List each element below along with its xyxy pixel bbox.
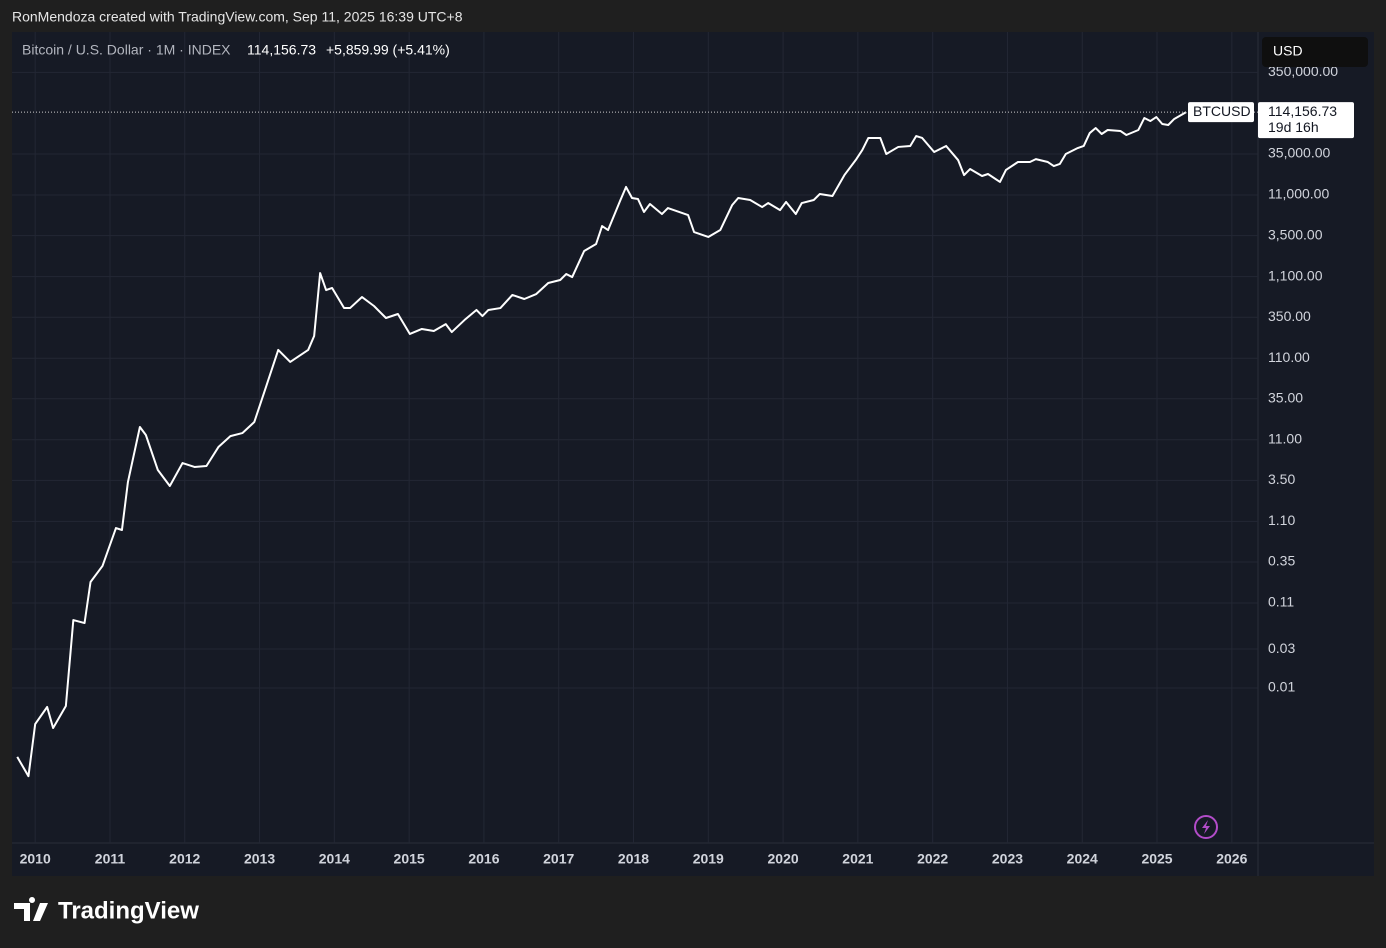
lightning-icon[interactable] — [1194, 815, 1218, 839]
symbol-tag — [1188, 102, 1254, 123]
x-tick-label: 2016 — [468, 851, 499, 867]
y-tick-label: 35.00 — [1268, 389, 1303, 405]
price-line — [16, 111, 1187, 778]
chart-panel — [12, 32, 1374, 876]
price-tag-value: 114,156.73 — [1268, 103, 1337, 119]
x-tick-label: 2015 — [394, 851, 425, 867]
y-tick-label: 350,000.00 — [1268, 63, 1338, 79]
chart-title: Bitcoin / U.S. Dollar · 1M · INDEX — [22, 42, 231, 58]
x-tick-label: 2013 — [244, 851, 275, 867]
currency-box[interactable] — [1262, 37, 1368, 67]
x-tick-label: 2025 — [1141, 851, 1172, 867]
plot — [12, 111, 1258, 778]
x-tick-label: 2012 — [169, 851, 200, 867]
y-tick-label: 11,000.00 — [1268, 186, 1329, 202]
x-tick-label: 2018 — [618, 851, 649, 867]
y-tick-label: 0.35 — [1268, 553, 1295, 569]
x-tick-label: 2023 — [992, 851, 1023, 867]
logo-text: TradingView — [58, 897, 199, 924]
x-tick-label: 2017 — [543, 851, 574, 867]
y-tick-label: 0.03 — [1268, 640, 1295, 656]
x-tick-label: 2014 — [319, 851, 350, 867]
logo-icon — [14, 896, 48, 921]
y-tick-label: 3.50 — [1268, 471, 1295, 487]
y-tick-label: 1.10 — [1268, 512, 1295, 528]
header-change: +5,859.99 (+5.41%) — [326, 42, 450, 58]
price-tag-countdown: 19d 16h — [1268, 119, 1319, 135]
price-tag — [1258, 102, 1354, 139]
x-tick-label: 2011 — [95, 851, 126, 867]
x-tick-label: 2024 — [1067, 851, 1098, 867]
x-tick-label: 2021 — [842, 851, 873, 867]
axes: 350,000.00 35,000.00 11,000.00 3,500.00 1,10… — [20, 63, 1354, 867]
y-tick-label: 11.00 — [1268, 431, 1302, 447]
y-tick-label: 1,100.00 — [1268, 267, 1323, 283]
x-tick-label: 2022 — [917, 851, 948, 867]
y-tick-label: 0.01 — [1268, 679, 1295, 695]
y-tick-label: 3,500.00 — [1268, 226, 1323, 242]
x-tick-label: 2019 — [693, 851, 724, 867]
y-tick-label: 110.00 — [1268, 349, 1310, 365]
y-tick-label: 0.11 — [1268, 594, 1294, 610]
currency[interactable]: USD — [1273, 43, 1303, 59]
symbol-label: BTCUSD — [1193, 103, 1251, 119]
x-tick-label: 2020 — [768, 851, 799, 867]
y-tick-label: 35,000.00 — [1268, 145, 1330, 161]
attribution: RonMendoza created with TradingView.com,… — [12, 9, 463, 25]
x-tick-label: 2010 — [20, 851, 51, 867]
y-tick-label: 350.00 — [1268, 308, 1311, 324]
header-price: 114,156.73 — [247, 42, 316, 58]
lightning-glyph — [1202, 820, 1210, 834]
x-tick-label: 2026 — [1216, 851, 1247, 867]
grid — [12, 32, 1258, 843]
